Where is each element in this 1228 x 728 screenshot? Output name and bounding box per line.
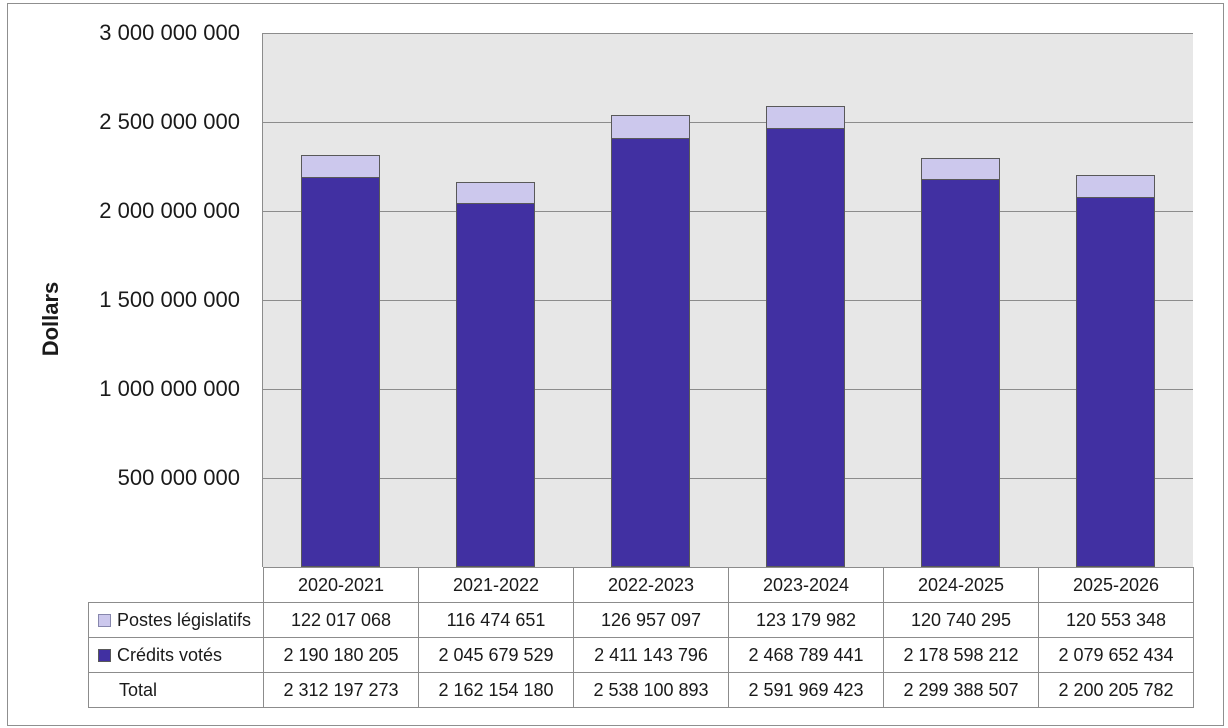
gridline — [263, 211, 1193, 212]
y-axis-tick-label: 2 500 000 000 — [99, 109, 240, 134]
table-value-cell: 2 591 969 423 — [728, 672, 884, 708]
table-value-cell: 123 179 982 — [728, 602, 884, 638]
table-row-credits-votes: Crédits votés 2 190 180 205 2 045 679 529 2… — [88, 637, 1194, 673]
gridline — [263, 122, 1193, 123]
table-row-postes-legislatifs: Postes législatifs 122 017 068 116 474 651… — [88, 602, 1194, 638]
plot-area — [262, 33, 1193, 567]
table-value-cell: 2 178 598 212 — [883, 637, 1039, 673]
table-row-label: Total — [88, 672, 264, 708]
table-value-cell: 2 045 679 529 — [418, 637, 574, 673]
bar-postes-legislatifs-segment — [456, 182, 535, 204]
table-header-year: 2025-2026 — [1038, 567, 1194, 603]
gridline — [263, 389, 1193, 390]
bar-credits-votes-segment — [766, 128, 845, 567]
table-value-cell: 2 162 154 180 — [418, 672, 574, 708]
gridline — [263, 300, 1193, 301]
bar-credits-votes-segment — [1076, 197, 1155, 567]
bar-postes-legislatifs-segment — [921, 158, 1000, 180]
bar-credits-votes-segment — [921, 179, 1000, 567]
bar-credits-votes-segment — [611, 138, 690, 567]
table-header-year: 2020-2021 — [263, 567, 419, 603]
gridline — [263, 478, 1193, 479]
table-header-year: 2024-2025 — [883, 567, 1039, 603]
table-value-cell: 2 079 652 434 — [1038, 637, 1194, 673]
table-value-cell: 116 474 651 — [418, 602, 574, 638]
table-value-cell: 2 411 143 796 — [573, 637, 729, 673]
table-row-total: Total 2 312 197 273 2 162 154 180 2 538 100… — [88, 672, 1194, 708]
legend-swatch-credits-votes — [98, 648, 111, 662]
table-value-cell: 2 200 205 782 — [1038, 672, 1194, 708]
bar-postes-legislatifs-segment — [301, 155, 380, 178]
legend-swatch-postes-legislatifs — [98, 613, 111, 627]
y-axis-tick-label: 500 000 000 — [117, 465, 240, 490]
table-row-label: Postes législatifs — [88, 602, 264, 638]
table-value-cell: 2 538 100 893 — [573, 672, 729, 708]
table-value-cell: 126 957 097 — [573, 602, 729, 638]
table-corner-cell — [89, 568, 264, 603]
gridline — [263, 33, 1193, 34]
y-axis-tick-label: 3 000 000 000 — [99, 20, 240, 45]
table-value-cell: 120 740 295 — [883, 602, 1039, 638]
table-value-cell: 122 017 068 — [263, 602, 419, 638]
bar-postes-legislatifs-segment — [611, 115, 690, 139]
table-value-cell: 2 312 197 273 — [263, 672, 419, 708]
table-header-year: 2021-2022 — [418, 567, 574, 603]
y-axis-tick-label: 2 000 000 000 — [99, 198, 240, 223]
table-value-cell: 2 190 180 205 — [263, 637, 419, 673]
table-row-label: Crédits votés — [88, 637, 264, 673]
bar-postes-legislatifs-segment — [1076, 175, 1155, 198]
y-axis-tick-label: 1 500 000 000 — [99, 287, 240, 312]
chart-data-table: 2020-2021 2021-2022 2022-2023 2023-2024 2024… — [88, 567, 1194, 708]
table-header-year: 2022-2023 — [573, 567, 729, 603]
bar-credits-votes-segment — [456, 203, 535, 567]
table-value-cell: 2 468 789 441 — [728, 637, 884, 673]
y-axis-tick-label: 1 000 000 000 — [99, 376, 240, 401]
table-value-cell: 2 299 388 507 — [883, 672, 1039, 708]
bar-postes-legislatifs-segment — [766, 106, 845, 129]
table-value-cell: 120 553 348 — [1038, 602, 1194, 638]
bar-credits-votes-segment — [301, 177, 380, 567]
table-header-year: 2023-2024 — [728, 567, 884, 603]
